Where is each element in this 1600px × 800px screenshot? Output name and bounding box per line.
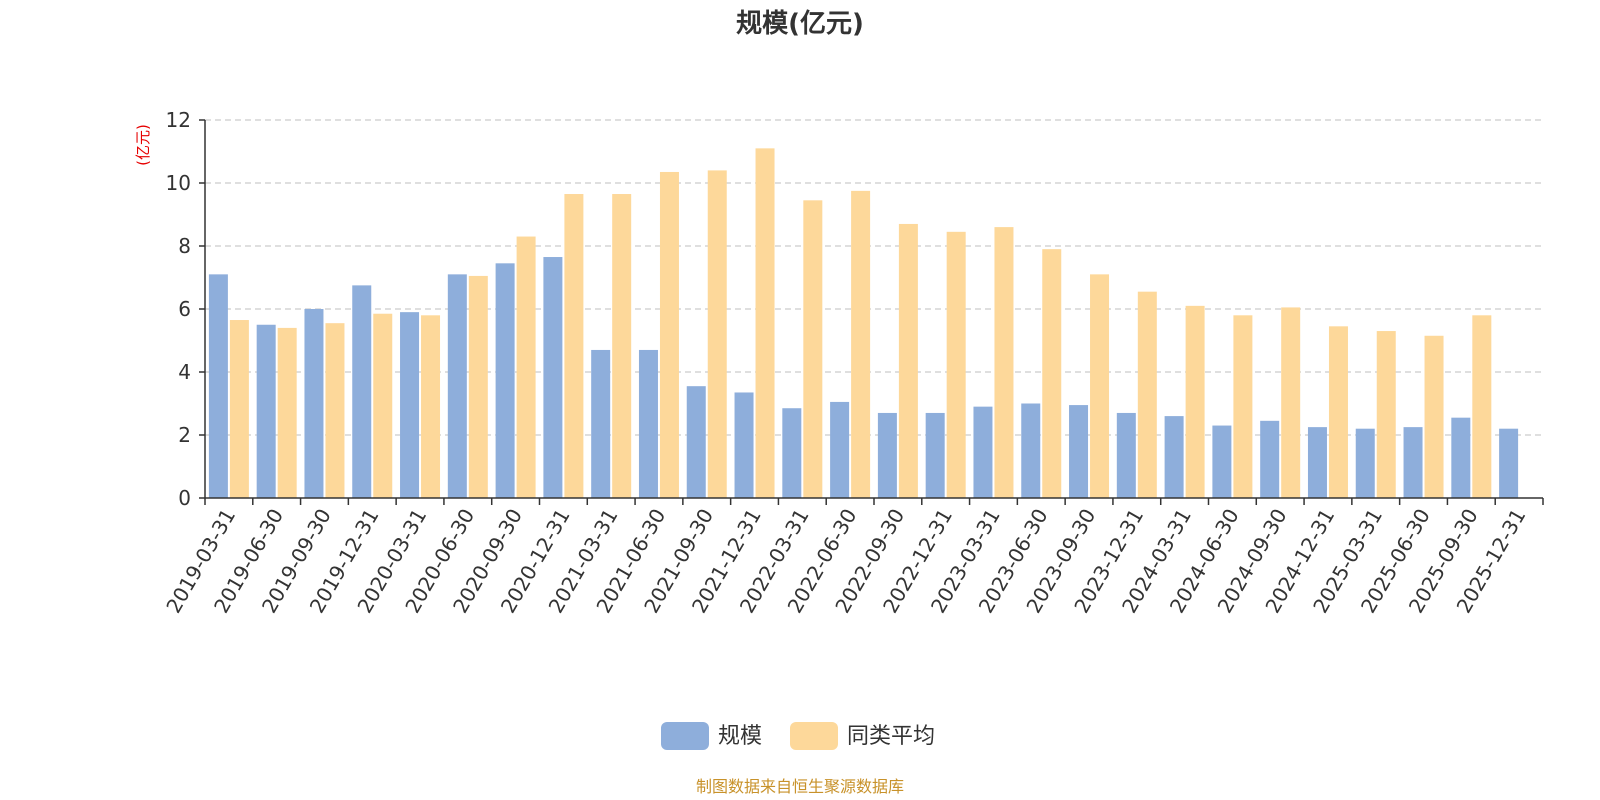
bar-scale — [208, 274, 228, 498]
bar-peer-average — [1185, 305, 1205, 498]
bar-peer-average — [946, 231, 966, 498]
bar-scale — [495, 263, 515, 498]
legend-label-peer-average: 同类平均 — [847, 724, 935, 749]
bar-scale — [447, 274, 467, 498]
legend-label-scale: 规模 — [718, 724, 762, 749]
y-tick-label: 6 — [178, 297, 191, 321]
bar-scale — [973, 406, 993, 498]
bar-peer-average — [612, 194, 632, 498]
bar-peer-average — [421, 315, 441, 498]
bar-scale — [1451, 417, 1471, 498]
bar-peer-average — [755, 148, 775, 498]
bar-scale — [638, 349, 658, 498]
bar-scale — [591, 349, 611, 498]
bar-scale — [1355, 428, 1375, 498]
bar-scale — [686, 386, 706, 498]
bar-peer-average — [1424, 335, 1444, 498]
bar-scale — [1069, 405, 1089, 498]
y-tick-label: 4 — [178, 360, 191, 384]
legend-swatch-scale — [661, 722, 709, 750]
bar-scale — [830, 401, 850, 498]
bar-scale — [400, 312, 420, 498]
data-source-note: 制图数据来自恒生聚源数据库 — [696, 777, 904, 796]
bar-peer-average — [803, 200, 823, 498]
bar-peer-average — [373, 313, 393, 498]
bar-scale — [1116, 412, 1136, 498]
chart-title: 规模(亿元) — [736, 9, 864, 39]
bar-scale — [543, 257, 563, 498]
bar-scale — [1403, 427, 1423, 498]
bar-peer-average — [325, 323, 345, 498]
bar-scale — [256, 324, 276, 498]
bar-peer-average — [1281, 307, 1301, 498]
y-tick-label: 10 — [166, 171, 191, 195]
bar-peer-average — [1376, 331, 1396, 498]
bar-peer-average — [851, 190, 871, 498]
bar-scale — [1021, 403, 1041, 498]
bar-scale — [1499, 428, 1519, 498]
bar-peer-average — [1042, 249, 1062, 498]
y-axis-unit-label: (亿元) — [134, 124, 152, 166]
bar-scale — [1212, 425, 1232, 498]
legend: 规模 同类平均 — [661, 722, 935, 750]
bar-scale — [1164, 416, 1184, 498]
bar-peer-average — [468, 275, 488, 498]
bar-scale — [1307, 427, 1327, 498]
bar-peer-average — [994, 227, 1014, 498]
bar-peer-average — [277, 327, 297, 498]
legend-swatch-peer-average — [790, 722, 838, 750]
bar-scale — [304, 309, 324, 498]
bar-peer-average — [516, 236, 536, 499]
bar-scale — [734, 392, 754, 498]
bar-scale — [877, 412, 897, 498]
bar-peer-average — [659, 171, 679, 498]
y-tick-label: 2 — [178, 423, 191, 447]
y-tick-label: 8 — [178, 234, 191, 258]
bar-peer-average — [1472, 315, 1492, 498]
bar-peer-average — [1233, 315, 1253, 498]
bar-scale — [925, 412, 945, 498]
bar-scale — [352, 285, 372, 498]
y-tick-label: 0 — [178, 486, 191, 510]
bar-peer-average — [1090, 274, 1110, 498]
bar-peer-average — [564, 194, 584, 498]
y-tick-label: 12 — [166, 108, 191, 132]
bar-scale — [782, 408, 802, 498]
bar-peer-average — [229, 320, 249, 498]
bars — [208, 148, 1519, 499]
bar-peer-average — [1137, 291, 1157, 498]
bar-scale — [1260, 420, 1280, 498]
bar-peer-average — [898, 223, 918, 498]
bar-peer-average — [1328, 326, 1348, 498]
bar-peer-average — [707, 170, 727, 498]
